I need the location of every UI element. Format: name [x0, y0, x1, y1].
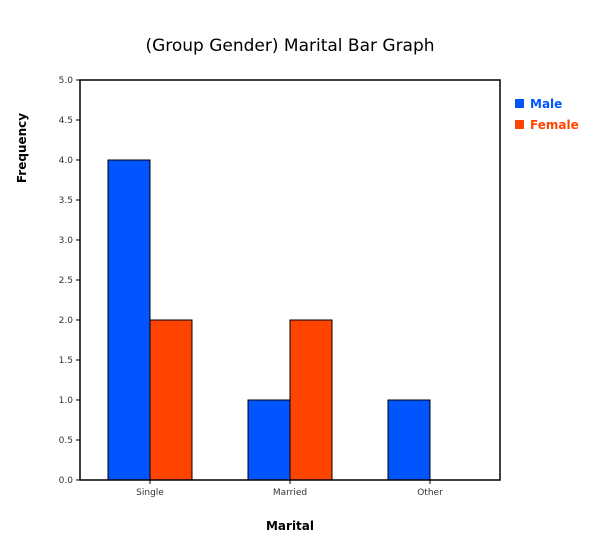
legend-swatch-female [515, 120, 524, 129]
y-tick-label: 2.5 [59, 276, 73, 286]
bar-male-married [247, 399, 291, 481]
chart-title: (Group Gender) Marital Bar Graph [145, 36, 434, 56]
y-axis-label: Frequency [15, 113, 29, 183]
bar-female-married [289, 319, 333, 481]
legend-label-female: Female [530, 118, 579, 132]
y-tick-label: 3.5 [59, 196, 73, 206]
y-tick-label: 3.0 [59, 236, 74, 246]
y-tick-label: 4.0 [59, 156, 74, 166]
bar-male-other [387, 399, 431, 481]
legend: Male Female [515, 97, 579, 132]
plot-area: Single Married Other 0.0 0.5 1.0 1.5 2.0 2.5 3.0 3… [59, 76, 501, 498]
y-tick-label: 5.0 [59, 76, 74, 86]
x-axis-label: Marital [266, 519, 314, 533]
x-tick-label: Single [136, 488, 164, 498]
bar-male-single [107, 159, 151, 481]
y-tick-label: 0.5 [59, 436, 73, 446]
y-tick-label: 0.0 [59, 476, 74, 486]
y-tick-label: 4.5 [59, 116, 73, 126]
y-tick-label: 2.0 [59, 316, 74, 326]
y-tick-label: 1.0 [59, 396, 74, 406]
legend-label-male: Male [530, 97, 562, 111]
y-tick-label: 1.5 [59, 356, 73, 366]
bar-female-single [149, 319, 193, 481]
x-tick-label: Married [273, 488, 307, 498]
plot-frame [79, 79, 501, 481]
legend-swatch-male [515, 99, 524, 108]
x-tick-label: Other [417, 488, 443, 498]
